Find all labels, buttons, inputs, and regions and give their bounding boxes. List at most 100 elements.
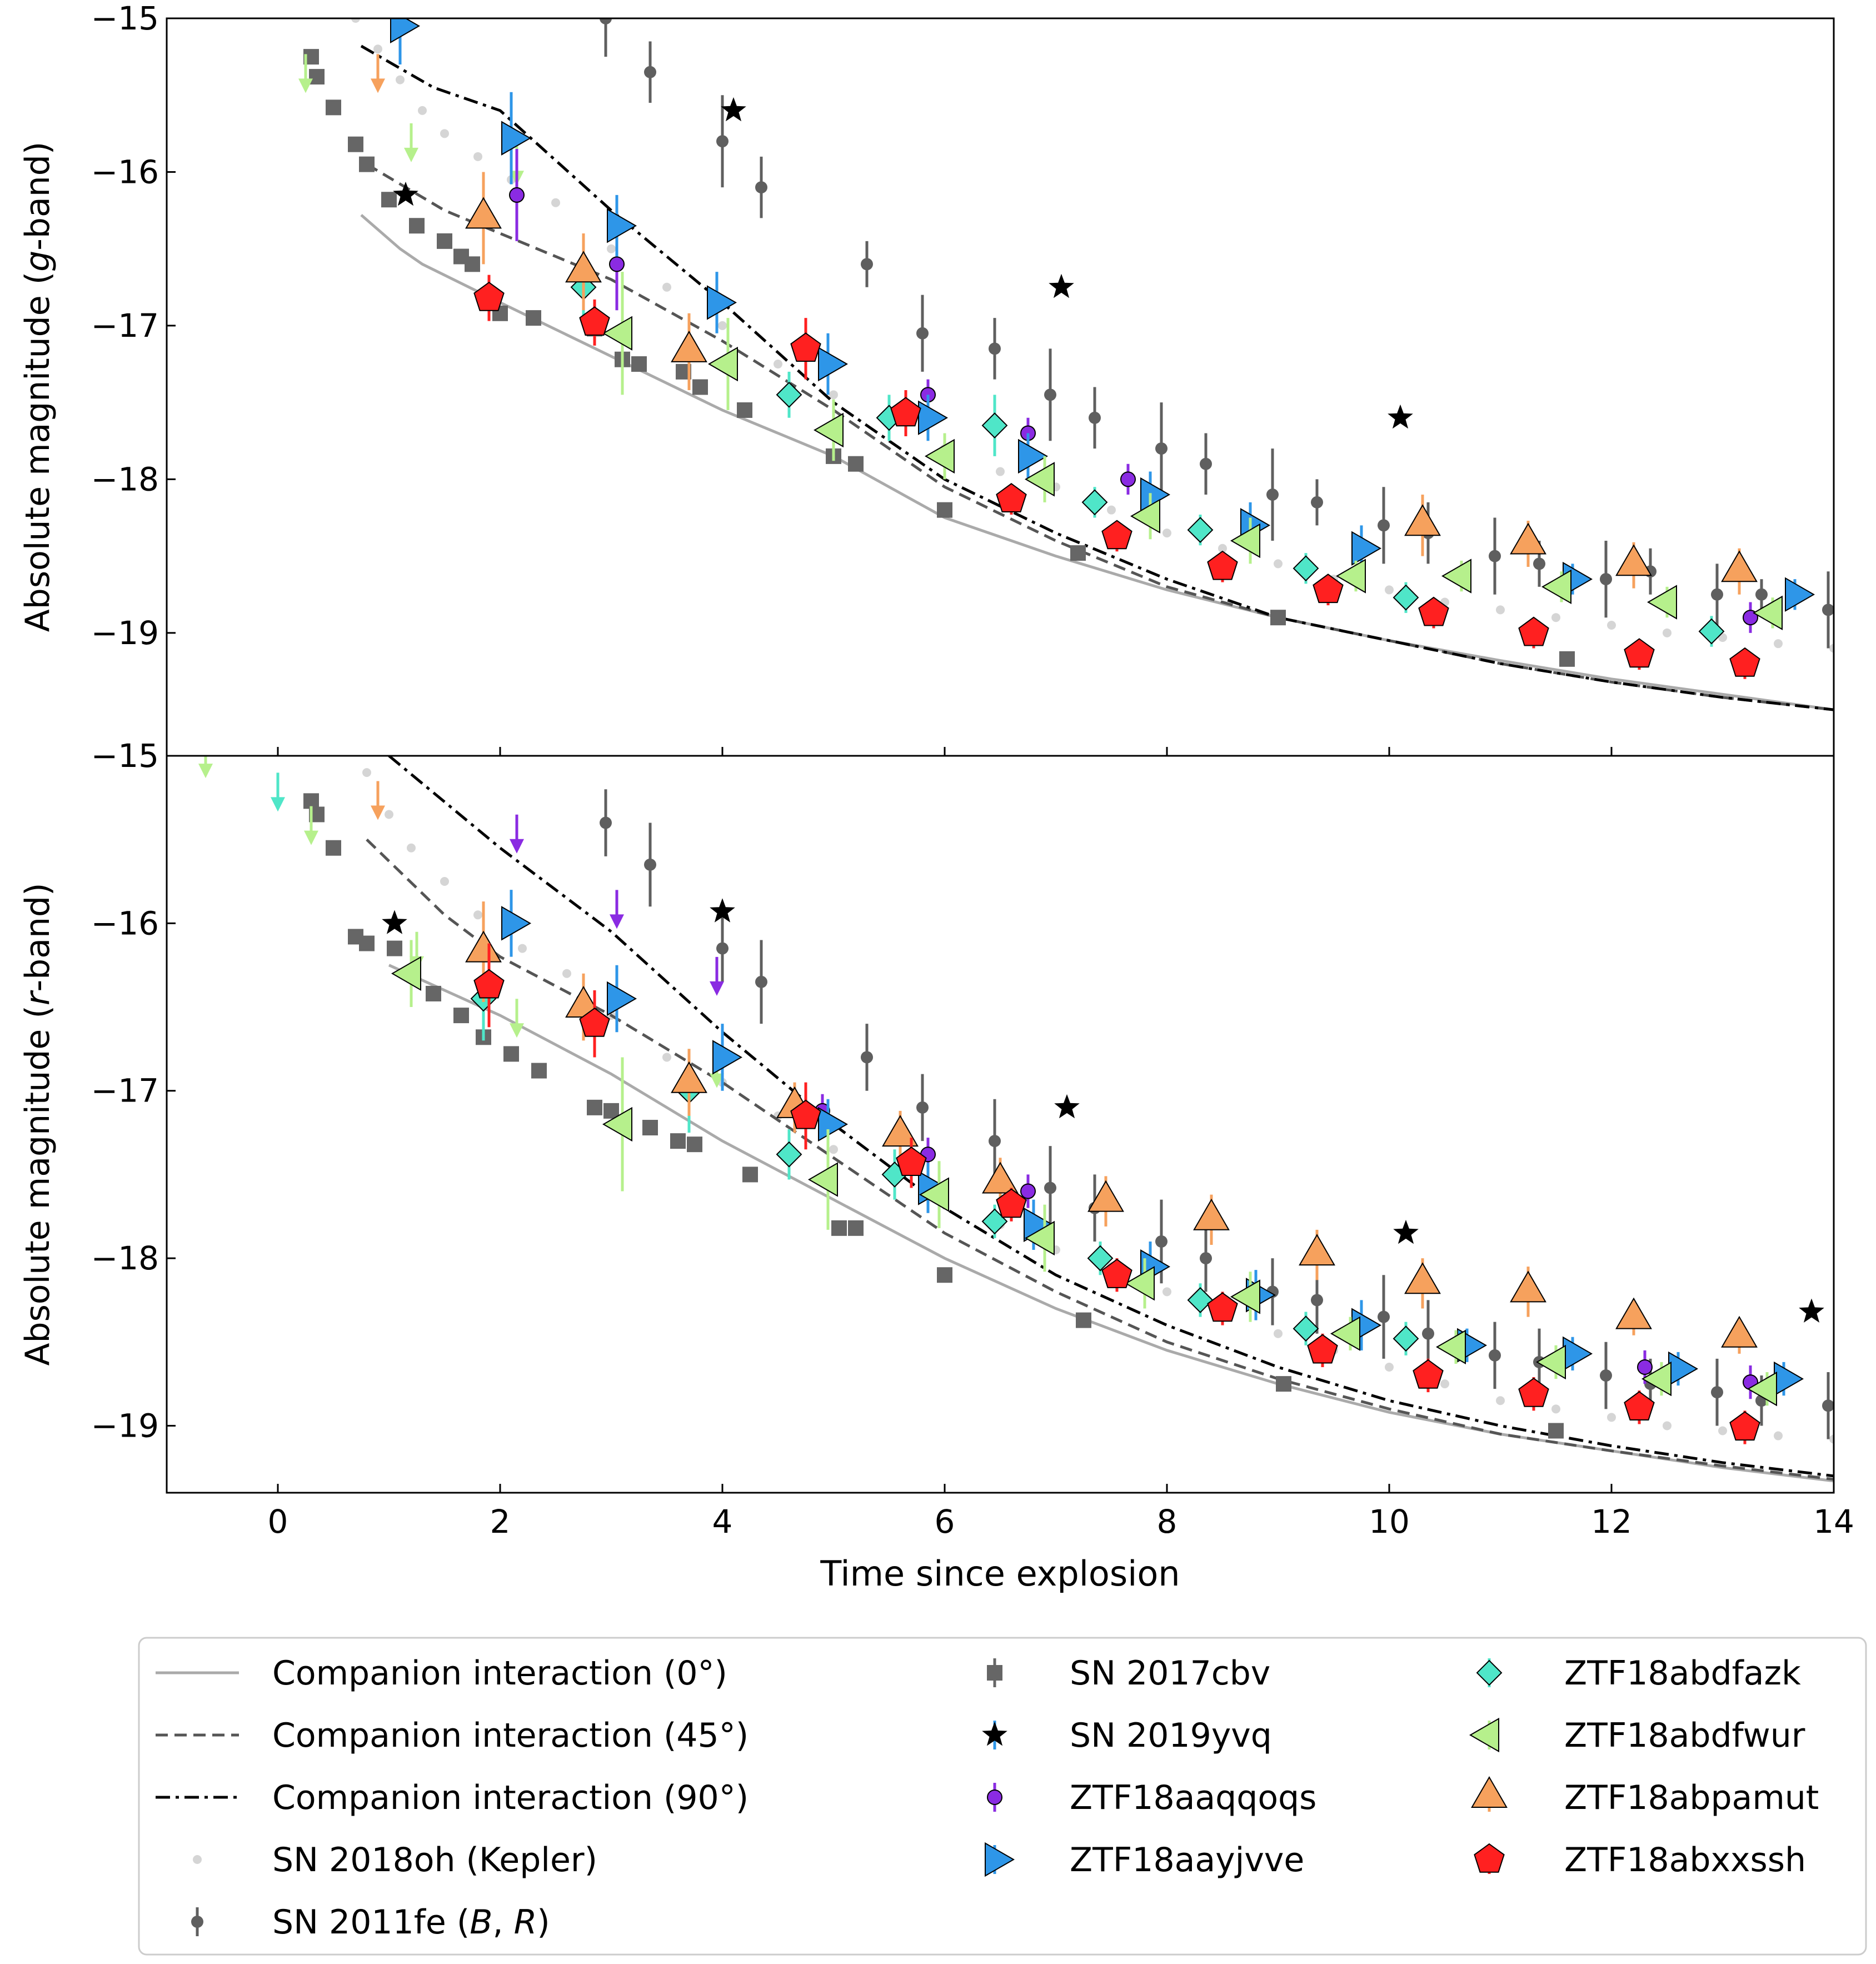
- sn2018oh-point: [440, 877, 449, 886]
- sn2017cbv-point: [1270, 610, 1286, 626]
- sn2018oh-point: [1218, 544, 1227, 553]
- ztf18aayjvve-point: [1774, 1361, 1804, 1397]
- ztf18abdfazk-point: [776, 1141, 802, 1168]
- panel-g-y-tick-label: −17: [91, 307, 159, 345]
- legend-marker: [1469, 1717, 1499, 1753]
- legend-entry-ztf18aaqqoqs: ZTF18aaqqoqs: [987, 1778, 1316, 1817]
- legend-label: ZTF18abpamut: [1564, 1778, 1819, 1817]
- sn2018oh-point: [1385, 585, 1394, 595]
- ztf18aaqqoqs-point: [1743, 610, 1758, 626]
- sn2018oh-point: [996, 467, 1005, 476]
- panel-r-y-tick-label: −15: [91, 737, 159, 775]
- panel-g-band: −19 −18 −17 −16 −15 Absolute magnitude (g-ba…: [18, 0, 1835, 757]
- ztf18aayjvve-point: [501, 906, 531, 941]
- sn2017cbv-point: [1276, 1376, 1291, 1392]
- upper-limit-arrowhead: [371, 78, 385, 93]
- sn2011fe-point: [1089, 411, 1101, 424]
- sn2018oh-point: [518, 944, 527, 953]
- ztf18abxxssh-point: [1413, 1359, 1444, 1389]
- legend-entry-ztf18abdfazk: ZTF18abdfazk: [1476, 1654, 1801, 1693]
- legend-label: SN 2018oh (Kepler): [272, 1841, 597, 1880]
- sn2018oh-point: [1496, 1396, 1505, 1405]
- ztf18abdfwur-point: [1441, 559, 1471, 594]
- ztf18abxxssh-point: [1207, 1292, 1238, 1322]
- sn2017cbv-point: [737, 402, 752, 418]
- ztf18abdfazk-point: [1187, 517, 1214, 544]
- legend-entry-ztf18aayjvve: ZTF18aayjvve: [985, 1841, 1304, 1880]
- sn2019yvq-point: [382, 910, 407, 934]
- ztf18aaqqoqs-point: [609, 256, 625, 272]
- sn2018oh-point: [407, 843, 416, 853]
- sn2017cbv-point: [631, 356, 647, 372]
- panel-r-y-tick-label: −18: [91, 1239, 159, 1277]
- sn2018oh-point: [440, 129, 449, 138]
- legend-entry-ztf18abdfwur: ZTF18abdfwur: [1469, 1716, 1805, 1755]
- ztf18abxxssh-point: [1307, 1334, 1338, 1364]
- sn2017cbv-point: [503, 1046, 519, 1062]
- sn2019yvq-point: [393, 181, 418, 206]
- sn2018oh-point: [1774, 639, 1783, 649]
- sn2018oh-point: [1274, 559, 1283, 569]
- ztf18abxxssh-point: [473, 281, 505, 311]
- sn2018oh-point: [396, 75, 405, 84]
- legend-entry-sn2019yvq: SN 2019yvq: [982, 1716, 1272, 1755]
- ztf18abdfwur-point: [1130, 499, 1160, 534]
- sn2018oh-point: [1607, 621, 1616, 630]
- ztf18aayjvve-point: [818, 1106, 849, 1142]
- ztf18abdfazk-point: [1187, 1287, 1214, 1313]
- sn2011fe-point: [1822, 604, 1834, 616]
- x-axis-label: Time since explosion: [820, 1553, 1180, 1594]
- ztf18abdfazk-point: [981, 1208, 1008, 1235]
- ztf18aayjvve-point: [712, 1040, 742, 1075]
- ztf18abdfwur-point: [708, 346, 738, 382]
- sn2017cbv-point: [587, 1099, 602, 1115]
- ztf18abxxssh-point: [1101, 1258, 1132, 1288]
- panel-r-frame: [166, 755, 1835, 1494]
- ztf18abdfwur-point: [814, 412, 844, 448]
- sn2018oh-point: [418, 106, 427, 115]
- ztf18abpamut-point: [1087, 1180, 1124, 1212]
- ztf18aayjvve-point: [1018, 438, 1048, 474]
- sn2011fe-point: [1266, 488, 1279, 501]
- sn2017cbv-point: [848, 456, 864, 472]
- panel-r-y-tick-label: −16: [91, 904, 159, 942]
- ztf18aayjvve-point: [501, 121, 531, 156]
- ztf18abpamut-point: [465, 930, 502, 963]
- sn2018oh-point: [662, 1053, 671, 1062]
- sn2011fe-point: [1200, 457, 1212, 470]
- sn2017cbv-point: [348, 136, 363, 152]
- sn2011fe-point: [861, 258, 873, 271]
- sn2018oh-point: [362, 768, 371, 777]
- ztf18abdfwur-point: [1230, 1279, 1260, 1314]
- sn2011fe-point: [1422, 1327, 1434, 1340]
- sn2018oh-point: [1162, 529, 1171, 538]
- sn2011fe-point: [1755, 588, 1768, 601]
- legend-marker: [1474, 1843, 1505, 1873]
- upper-limit-arrowhead: [198, 764, 213, 779]
- sn2018oh-point: [1607, 1413, 1616, 1422]
- legend-entry-sn2018oh: SN 2018oh (Kepler): [193, 1841, 597, 1880]
- sn2018oh-point: [1107, 505, 1116, 515]
- sn2017cbv-point: [309, 69, 325, 85]
- ztf18abdfwur-point: [1753, 595, 1783, 631]
- ztf18abdfwur-point: [919, 1177, 949, 1212]
- sn2018oh-point: [473, 152, 482, 161]
- sn2017cbv-point: [670, 1133, 686, 1149]
- panel-r-model_90deg-curve: [388, 756, 1834, 1478]
- sn2011fe-point: [716, 135, 729, 148]
- ztf18abxxssh-point: [790, 332, 821, 362]
- sn2011fe-point: [644, 858, 656, 871]
- ztf18abxxssh-point: [1101, 520, 1132, 550]
- ztf18abdfazk-point: [1081, 489, 1108, 516]
- panel-g-frame: [166, 17, 1835, 757]
- ztf18aayjvve-point: [390, 18, 420, 44]
- ztf18abxxssh-point: [1624, 638, 1655, 668]
- sn2018oh-point: [551, 198, 560, 207]
- panel-g-y-axis-label: Absolute magnitude (g-band): [18, 142, 57, 632]
- ztf18abpamut-point: [1404, 504, 1441, 536]
- sn2011fe-point: [1378, 1310, 1390, 1323]
- ztf18abpamut-point: [671, 1061, 707, 1093]
- sn2017cbv-point: [526, 310, 541, 326]
- sn2019yvq-point: [1049, 273, 1074, 298]
- ztf18abxxssh-point: [579, 1007, 610, 1037]
